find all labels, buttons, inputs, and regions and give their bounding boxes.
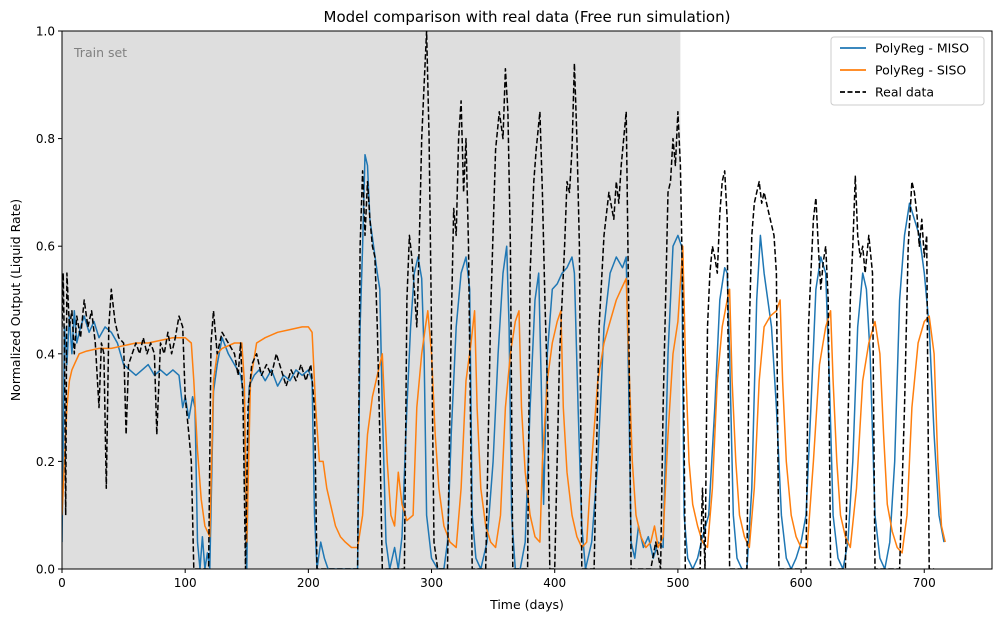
chart-title: Model comparison with real data (Free ru…	[324, 8, 731, 26]
legend-label: PolyReg - MISO	[875, 41, 969, 56]
y-tick-label: 0.6	[36, 240, 55, 254]
series-layer	[62, 31, 946, 569]
plot-area-frame	[61, 30, 993, 570]
x-tick-label: 600	[790, 576, 813, 590]
ticks-layer: 0 100 200 300 400 500 600 700 0.0 0.2 0.4 0.6 0.8 1.0	[36, 25, 936, 591]
train-set-region	[62, 31, 681, 569]
y-tick-label: 0.0	[36, 563, 55, 577]
x-tick-label: 700	[913, 576, 936, 590]
y-axis-label: Normalized Output (Liquid Rate)	[8, 199, 23, 401]
x-tick-label: 500	[666, 576, 689, 590]
y-tick-label: 1.0	[36, 25, 55, 39]
train-set-region-layer	[62, 31, 681, 569]
x-tick-label: 100	[174, 576, 197, 590]
legend-box	[830, 36, 985, 106]
series-line-real-data	[62, 31, 935, 569]
x-tick-label: 400	[543, 576, 566, 590]
y-tick-label: 0.2	[36, 455, 55, 469]
series-line-polyreg-siso	[62, 245, 946, 554]
y-tick-label: 0.8	[36, 132, 55, 146]
series-line-polyreg-miso	[62, 153, 945, 569]
x-tick-label: 300	[420, 576, 443, 590]
legend-label: PolyReg - SISO	[875, 63, 966, 78]
legend: PolyReg - MISO PolyReg - SISO Real data	[830, 36, 985, 106]
train-set-label: Train set	[73, 45, 127, 60]
legend-label: Real data	[875, 85, 934, 100]
x-axis-label: Time (days)	[489, 597, 564, 612]
x-tick-label: 0	[58, 576, 66, 590]
x-tick-label: 200	[297, 576, 320, 590]
y-tick-label: 0.4	[36, 347, 55, 361]
